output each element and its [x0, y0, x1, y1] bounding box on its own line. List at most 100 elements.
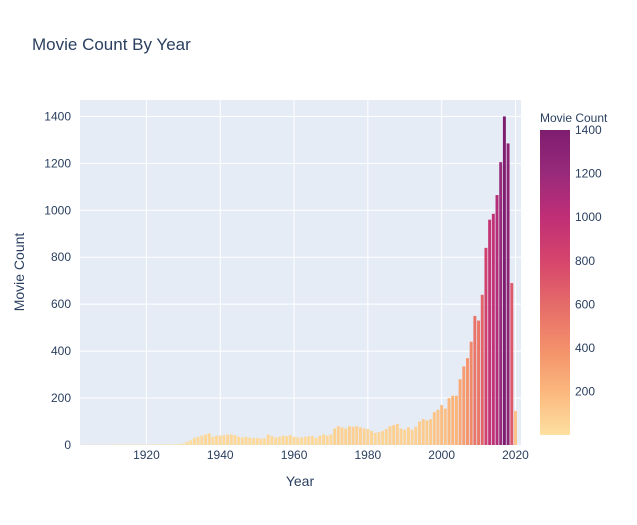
bar: [270, 436, 274, 445]
bar: [443, 408, 447, 445]
colorbar-tick-label: 1400: [575, 123, 602, 137]
bar: [377, 432, 381, 445]
colorbar-tick-label: 200: [575, 385, 595, 399]
y-tick-label: 1000: [44, 203, 71, 217]
bar: [181, 443, 185, 445]
colorbar-tick-label: 1200: [575, 167, 602, 181]
colorbar: [540, 130, 570, 435]
y-tick-label: 200: [51, 391, 71, 405]
bar: [414, 426, 418, 445]
bar: [251, 437, 255, 445]
bar: [178, 444, 182, 445]
bar: [255, 437, 259, 445]
bar: [344, 428, 348, 445]
y-tick-label: 800: [51, 250, 71, 264]
bar: [292, 436, 296, 445]
bar: [403, 429, 407, 445]
bar: [218, 435, 222, 445]
plot-background: [80, 100, 521, 445]
bar: [192, 437, 196, 445]
colorbar-tick-label: 600: [575, 297, 595, 311]
colorbar-tick-label: 400: [575, 341, 595, 355]
bar: [207, 433, 211, 445]
bar: [381, 430, 385, 445]
bar: [244, 436, 248, 445]
bar: [336, 426, 340, 445]
y-tick-label: 1200: [44, 156, 71, 170]
bar: [399, 428, 403, 445]
bar: [436, 409, 440, 445]
bar: [233, 435, 237, 445]
x-axis-label: Year: [286, 473, 315, 489]
bar: [288, 435, 292, 445]
bar: [159, 444, 163, 445]
bar: [303, 436, 307, 445]
bar: [392, 425, 396, 445]
bar: [370, 430, 374, 445]
bar: [189, 440, 193, 445]
bar: [358, 427, 362, 445]
bar: [502, 116, 506, 445]
bar: [355, 426, 359, 445]
gridlines: [80, 100, 521, 445]
y-tick-labels: 0 200 400 600 800 1000 1200 1400: [44, 109, 71, 452]
bar: [259, 438, 263, 445]
bar: [167, 444, 171, 445]
bar: [351, 426, 355, 445]
bar: [462, 366, 466, 445]
bar: [156, 444, 159, 445]
bar: [366, 429, 370, 445]
bar: [384, 429, 388, 445]
bar: [226, 434, 230, 445]
bar: [263, 438, 266, 445]
bar: [510, 283, 514, 445]
bar: [311, 436, 314, 445]
bar: [458, 379, 462, 445]
bar: [373, 432, 377, 445]
bar: [274, 437, 278, 445]
bar: [296, 437, 300, 445]
bar: [299, 437, 303, 445]
bar: [329, 434, 333, 445]
y-axis-label: Movie Count: [11, 233, 27, 312]
bar: [454, 395, 458, 445]
colorbar-tick-label: 1000: [575, 210, 602, 224]
bar: [440, 405, 444, 445]
bar: [484, 247, 488, 445]
bar: [469, 341, 473, 445]
bar: [477, 320, 481, 445]
x-tick-label: 1980: [354, 448, 381, 462]
bar: [451, 395, 455, 445]
bar: [285, 436, 289, 445]
bar: [347, 426, 351, 445]
bar: [362, 428, 366, 445]
bar: [215, 435, 219, 445]
bar: [406, 427, 410, 445]
bar: [429, 419, 433, 445]
bar: [447, 398, 451, 445]
colorbar-tick-labels: 200 400 600 800 1000 1200 1400: [575, 123, 602, 399]
bar: [488, 219, 492, 445]
bar: [237, 436, 241, 445]
bar: [395, 423, 399, 445]
bar: [163, 444, 167, 445]
bar: [211, 436, 215, 445]
bar: [314, 437, 318, 445]
bar: [418, 421, 421, 445]
bars: [82, 116, 517, 445]
bar: [281, 435, 285, 445]
bar: [196, 436, 200, 445]
bar: [425, 420, 429, 445]
y-tick-label: 400: [51, 344, 71, 358]
colorbar-title: Movie Count: [540, 111, 608, 125]
y-tick-label: 0: [64, 438, 71, 452]
colorbar-tick-label: 800: [575, 254, 595, 268]
bar: [185, 441, 189, 445]
bar: [432, 412, 436, 445]
bar: [203, 434, 207, 445]
x-tick-label: 1960: [281, 448, 308, 462]
x-tick-label: 2000: [428, 448, 455, 462]
x-tick-label: 1920: [133, 448, 160, 462]
y-tick-label: 1400: [44, 109, 71, 123]
bar: [222, 435, 226, 445]
